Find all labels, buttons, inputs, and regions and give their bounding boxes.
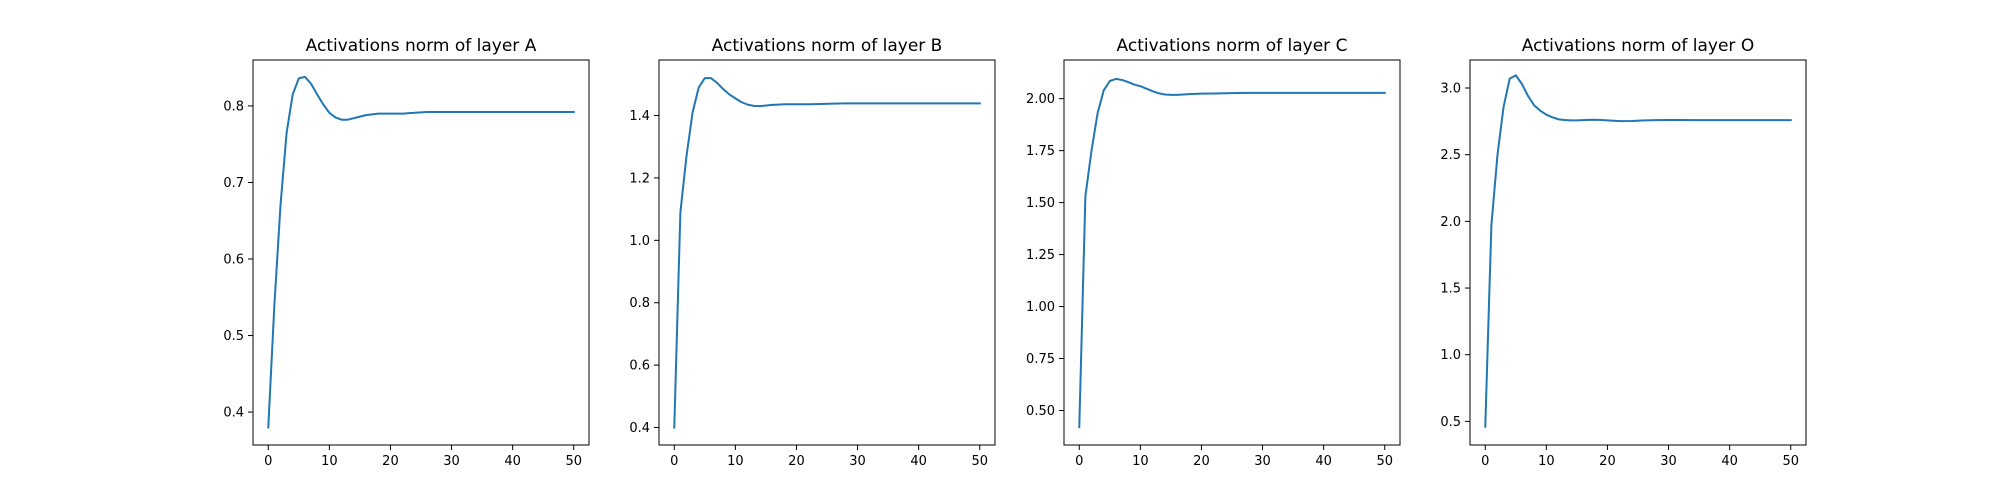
y-tick-label: 0.7 [223, 176, 244, 191]
y-tick-label: 0.5 [223, 329, 244, 344]
x-tick-label: 40 [1721, 454, 1738, 469]
y-tick-label: 1.5 [1440, 282, 1461, 297]
x-tick-label: 40 [504, 454, 521, 469]
x-tick-label: 50 [971, 454, 988, 469]
axes-frame [658, 59, 996, 446]
y-tick-label: 1.2 [629, 171, 650, 186]
axes-frame [252, 59, 590, 446]
chart-title: Activations norm of layer O [1522, 36, 1754, 56]
y-tick-label: 0.8 [223, 99, 244, 114]
x-tick-label: 50 [1376, 454, 1393, 469]
y-tick-label: 2.5 [1440, 148, 1461, 163]
x-tick-label: 0 [1481, 454, 1489, 469]
x-tick-label: 30 [443, 454, 460, 469]
subplot-grid: Activations norm of layer A 0 10 20 30 40 50 0.… [223, 36, 1807, 469]
x-tick-label: 20 [382, 454, 399, 469]
x-tick-label: 40 [1315, 454, 1332, 469]
y-tick-label: 1.0 [1440, 348, 1461, 363]
x-tick-label: 0 [264, 454, 272, 469]
series-line [267, 75, 575, 429]
y-tick-label: 0.6 [629, 359, 650, 374]
x-tick-label: 40 [910, 454, 927, 469]
y-tick-label: 0.6 [223, 253, 244, 268]
x-tick-label: 20 [1599, 454, 1616, 469]
x-tick-label: 10 [321, 454, 338, 469]
subplot: Activations norm of layer O 0 10 20 30 40 50 0.… [1440, 36, 1807, 469]
y-tick-label: 2.0 [1440, 215, 1461, 230]
y-tick-label: 0.5 [1440, 415, 1461, 430]
x-tick-label: 50 [1782, 454, 1799, 469]
x-tick-label: 50 [565, 454, 582, 469]
x-tick-label: 30 [1254, 454, 1271, 469]
x-tick-label: 0 [1075, 454, 1083, 469]
y-tick-label: 1.75 [1026, 144, 1055, 159]
y-tick-label: 3.0 [1440, 82, 1461, 97]
y-tick-label: 0.4 [629, 421, 650, 436]
subplot: Activations norm of layer B 0 10 20 30 40 50 0.… [629, 36, 996, 469]
y-tick-label: 1.50 [1026, 196, 1055, 211]
chart-title: Activations norm of layer C [1117, 36, 1348, 56]
y-tick-label: 1.25 [1026, 248, 1055, 263]
x-tick-label: 20 [788, 454, 805, 469]
axes-frame [1063, 59, 1401, 446]
subplot: Activations norm of layer C 0 10 20 30 40 50 0.… [1026, 36, 1401, 469]
subplot: Activations norm of layer A 0 10 20 30 40 50 0.… [223, 36, 590, 469]
y-tick-label: 0.8 [629, 296, 650, 311]
x-tick-label: 0 [670, 454, 678, 469]
x-tick-label: 20 [1193, 454, 1210, 469]
x-tick-label: 10 [727, 454, 744, 469]
axes-frame [1469, 59, 1807, 446]
series-line [1484, 74, 1792, 428]
y-tick-label: 0.50 [1026, 404, 1055, 419]
y-tick-label: 2.00 [1026, 92, 1055, 107]
y-tick-label: 1.00 [1026, 300, 1055, 315]
y-tick-label: 0.75 [1026, 352, 1055, 367]
y-tick-label: 1.4 [629, 109, 650, 124]
x-tick-label: 30 [849, 454, 866, 469]
series-line [673, 77, 981, 429]
series-line [1078, 77, 1386, 429]
x-tick-label: 10 [1538, 454, 1555, 469]
y-tick-label: 1.0 [629, 234, 650, 249]
chart-title: Activations norm of layer B [712, 36, 943, 56]
chart-title: Activations norm of layer A [306, 36, 537, 56]
y-tick-label: 0.4 [223, 406, 244, 421]
x-tick-label: 30 [1660, 454, 1677, 469]
x-tick-label: 10 [1132, 454, 1149, 469]
